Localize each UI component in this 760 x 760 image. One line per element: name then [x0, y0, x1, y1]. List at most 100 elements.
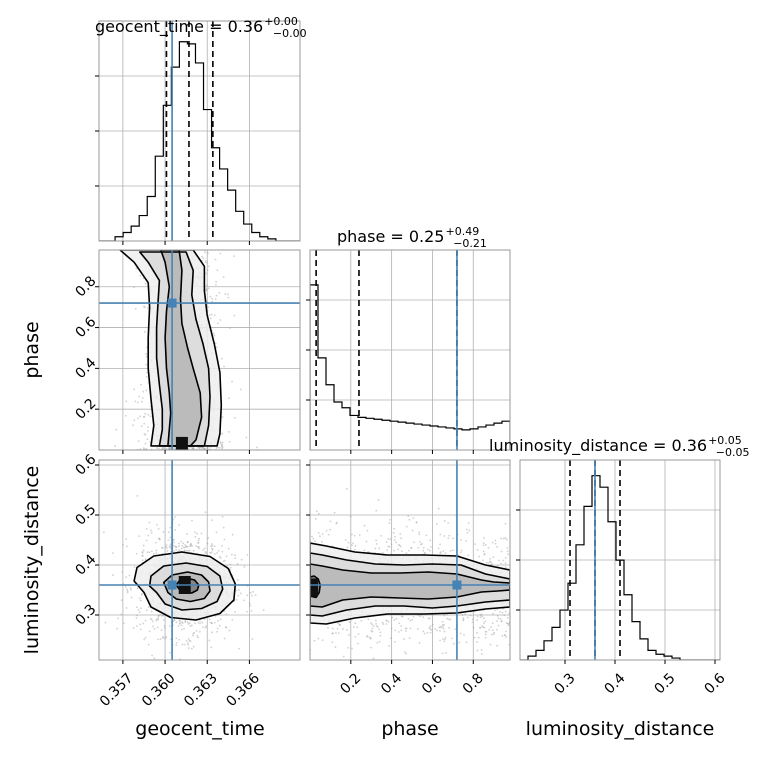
sample-point [146, 551, 149, 554]
sample-point [142, 549, 145, 552]
sample-point [132, 424, 135, 427]
sample-point [139, 628, 142, 631]
contour-line [310, 563, 510, 608]
sample-point [429, 627, 432, 630]
sample-point [225, 555, 228, 558]
sample-point [207, 287, 210, 290]
sample-point [156, 626, 159, 629]
panel-frame [309, 459, 511, 661]
sample-point [152, 620, 154, 623]
sample-point [208, 314, 211, 317]
sample-point [166, 547, 168, 549]
sample-point [365, 635, 368, 638]
sample-point [397, 543, 400, 546]
sample-point [483, 622, 485, 625]
sample-point [398, 622, 401, 625]
sample-point [419, 615, 422, 618]
sample-point [442, 625, 444, 628]
sample-point [169, 543, 172, 546]
sample-point [198, 537, 201, 540]
sample-point [204, 552, 207, 554]
sample-point [443, 640, 446, 643]
sample-point [181, 622, 184, 625]
sample-point [218, 555, 221, 558]
contour-line [160, 250, 203, 447]
sample-point [221, 446, 224, 449]
injection-marker [167, 298, 177, 308]
sample-point [134, 400, 137, 403]
sample-point [142, 416, 145, 419]
sample-point [479, 626, 482, 629]
ytick-label: 0.2 [72, 396, 99, 423]
sample-point [220, 442, 222, 445]
sample-point [400, 629, 403, 632]
sample-point [503, 634, 506, 636]
sample-point [467, 522, 470, 524]
sample-point [181, 547, 183, 550]
sample-point [390, 543, 393, 546]
sample-point [490, 562, 493, 565]
sample-point [143, 638, 146, 641]
sample-point [187, 623, 190, 625]
sample-point [178, 549, 181, 552]
sample-point [385, 619, 388, 622]
sample-point [504, 566, 507, 569]
sample-point [417, 546, 420, 549]
sample-point [139, 415, 142, 418]
sample-point [357, 633, 360, 635]
sample-point [479, 616, 482, 619]
sample-point [150, 529, 153, 532]
sample-point [405, 552, 408, 555]
sample-point [496, 628, 498, 631]
sample-point [192, 447, 195, 449]
sample-point [120, 613, 123, 616]
sample-point [421, 542, 423, 545]
sample-point [320, 540, 323, 543]
sample-point [174, 545, 176, 547]
sample-point [146, 429, 149, 432]
sample-point [221, 416, 224, 419]
sample-point [184, 621, 187, 624]
sample-point [216, 552, 218, 554]
sample-point [168, 447, 171, 450]
sample-point [158, 538, 161, 540]
sample-point [160, 546, 163, 549]
sample-point [192, 447, 194, 450]
sample-point [504, 522, 507, 525]
sample-point [368, 636, 371, 639]
sample-point [385, 619, 388, 622]
sample-point [338, 623, 341, 626]
sample-point [143, 306, 146, 308]
sample-point [145, 353, 148, 356]
sample-point [209, 621, 212, 624]
sample-point [491, 541, 494, 544]
sample-point [231, 533, 234, 536]
ytick-label: 0.5 [72, 501, 99, 528]
sample-point [135, 625, 138, 627]
injection-marker [452, 580, 462, 590]
sample-point [444, 636, 447, 639]
sample-point [141, 555, 144, 557]
sample-point [407, 549, 410, 552]
title-phase: phase = 0.25+0.49 −0.21 [337, 225, 487, 250]
sample-point [335, 522, 338, 525]
sample-point [392, 531, 395, 534]
sample-point [354, 622, 357, 625]
sample-point [336, 627, 339, 630]
sample-point [466, 531, 469, 534]
sample-point [429, 617, 431, 620]
title-luminosity-distance: luminosity_distance = 0.36+0.05 −0.05 [489, 434, 750, 459]
sample-point [243, 565, 246, 568]
sample-point [227, 397, 230, 400]
sample-point [227, 296, 230, 299]
sample-point [503, 614, 506, 617]
sample-point [426, 548, 429, 551]
sample-point [173, 541, 175, 544]
sample-point [149, 415, 152, 418]
sample-point [160, 614, 163, 617]
sample-point [130, 596, 133, 599]
histogram-phase [310, 250, 510, 450]
sample-point [417, 628, 419, 630]
sample-point [496, 620, 498, 623]
sample-point [175, 637, 178, 640]
